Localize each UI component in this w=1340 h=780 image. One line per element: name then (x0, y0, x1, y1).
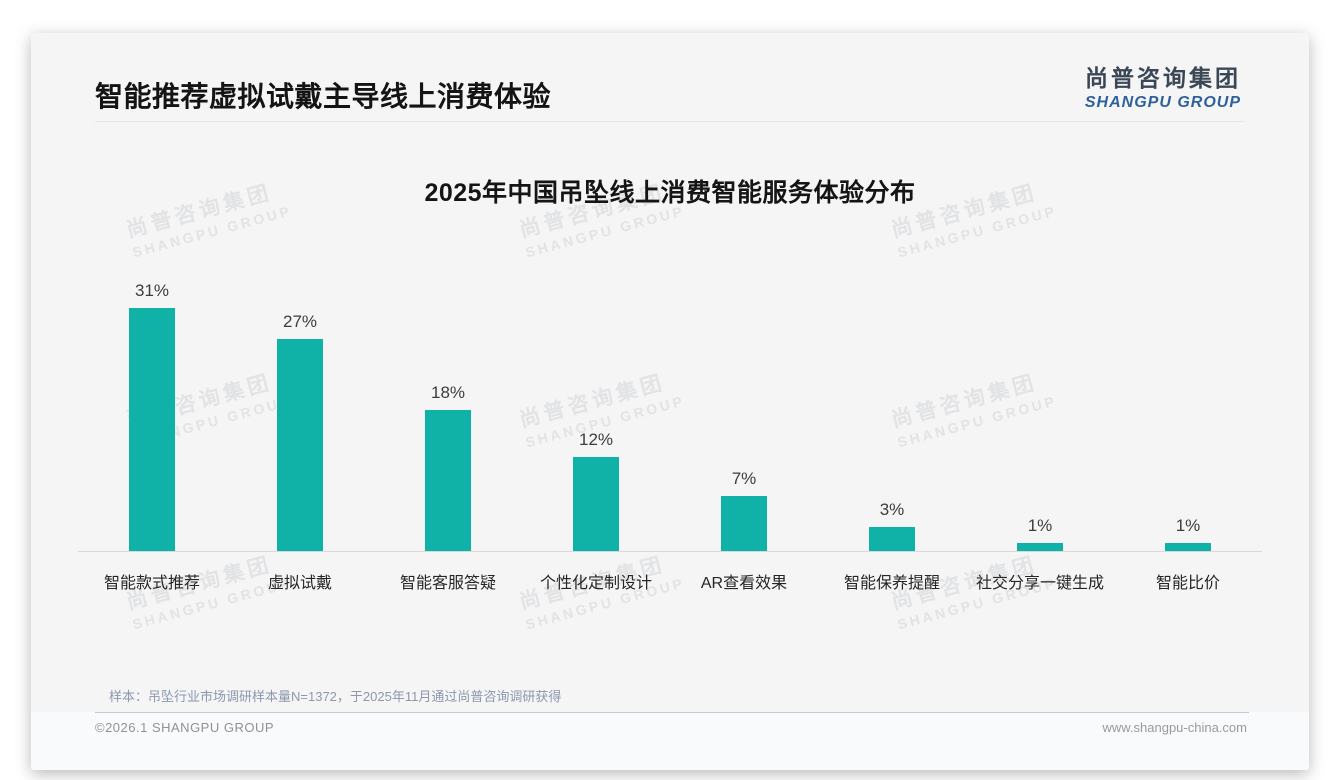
bar-column: 31% (78, 281, 226, 551)
bar-column: 27% (226, 312, 374, 551)
bar (425, 410, 471, 551)
bar-chart: 31% 27% 18% 12% 7% 3% 1% 1% (78, 33, 1262, 551)
bar-column: 3% (818, 500, 966, 551)
title-divider (95, 121, 1245, 122)
bar-value-label: 1% (1175, 516, 1201, 535)
bar (129, 308, 175, 551)
footer-strip (31, 712, 1309, 770)
bar (573, 457, 619, 551)
bar (277, 339, 323, 551)
bar-value-label: 3% (879, 500, 905, 519)
report-slide: 尚普咨询集团 SHANGPU GROUP 尚普咨询集团 SHANGPU GROUP 尚普… (31, 33, 1309, 770)
bar-column: 18% (374, 383, 522, 551)
company-logo: 尚普咨询集团 SHANGPU GROUP (1085, 59, 1241, 112)
x-axis-line (78, 551, 1262, 552)
page-title: 智能推荐虚拟试戴主导线上消费体验 (95, 81, 552, 112)
bar-value-label: 31% (134, 281, 170, 300)
logo-english-name: SHANGPU GROUP (1084, 94, 1241, 111)
bar (869, 527, 915, 551)
category-label: 智能保养提醒 (843, 575, 940, 592)
logo-chinese-name: 尚普咨询集团 (1084, 65, 1241, 91)
sample-note: 样本：吊坠行业市场调研样本量N=1372，于2025年11月通过尚普咨询调研获得 (109, 689, 562, 704)
bar-value-label: 27% (282, 312, 318, 331)
bar-column: 12% (522, 430, 670, 551)
category-label: 智能比价 (1155, 575, 1220, 592)
category-labels-row: 智能款式推荐 虚拟试戴 智能客服答疑 个性化定制设计 AR查看效果 智能保养提醒 社交分享一… (78, 569, 1262, 593)
bar-column: 1% (966, 516, 1114, 551)
category-label: 智能客服答疑 (399, 575, 496, 592)
bar (1165, 543, 1211, 551)
chart-title: 2025年中国吊坠线上消费智能服务体验分布 (424, 179, 916, 207)
bar-column: 7% (670, 469, 818, 551)
category-label: 虚拟试戴 (267, 575, 332, 592)
bar-value-label: 7% (731, 469, 757, 488)
copyright-text: ©2026.1 SHANGPU GROUP (95, 720, 275, 735)
bar-value-label: 18% (430, 383, 466, 402)
bar (1017, 543, 1063, 551)
category-label: 社交分享一键生成 (975, 575, 1104, 592)
footer-divider (95, 712, 1249, 713)
category-label: AR查看效果 (700, 575, 788, 592)
website-url: www.shangpu-china.com (1102, 720, 1247, 735)
bar-value-label: 1% (1027, 516, 1053, 535)
bar-value-label: 12% (578, 430, 614, 449)
category-label: 智能款式推荐 (103, 575, 200, 592)
category-label: 个性化定制设计 (539, 575, 652, 592)
bar-column: 1% (1114, 516, 1262, 551)
bar (721, 496, 767, 551)
